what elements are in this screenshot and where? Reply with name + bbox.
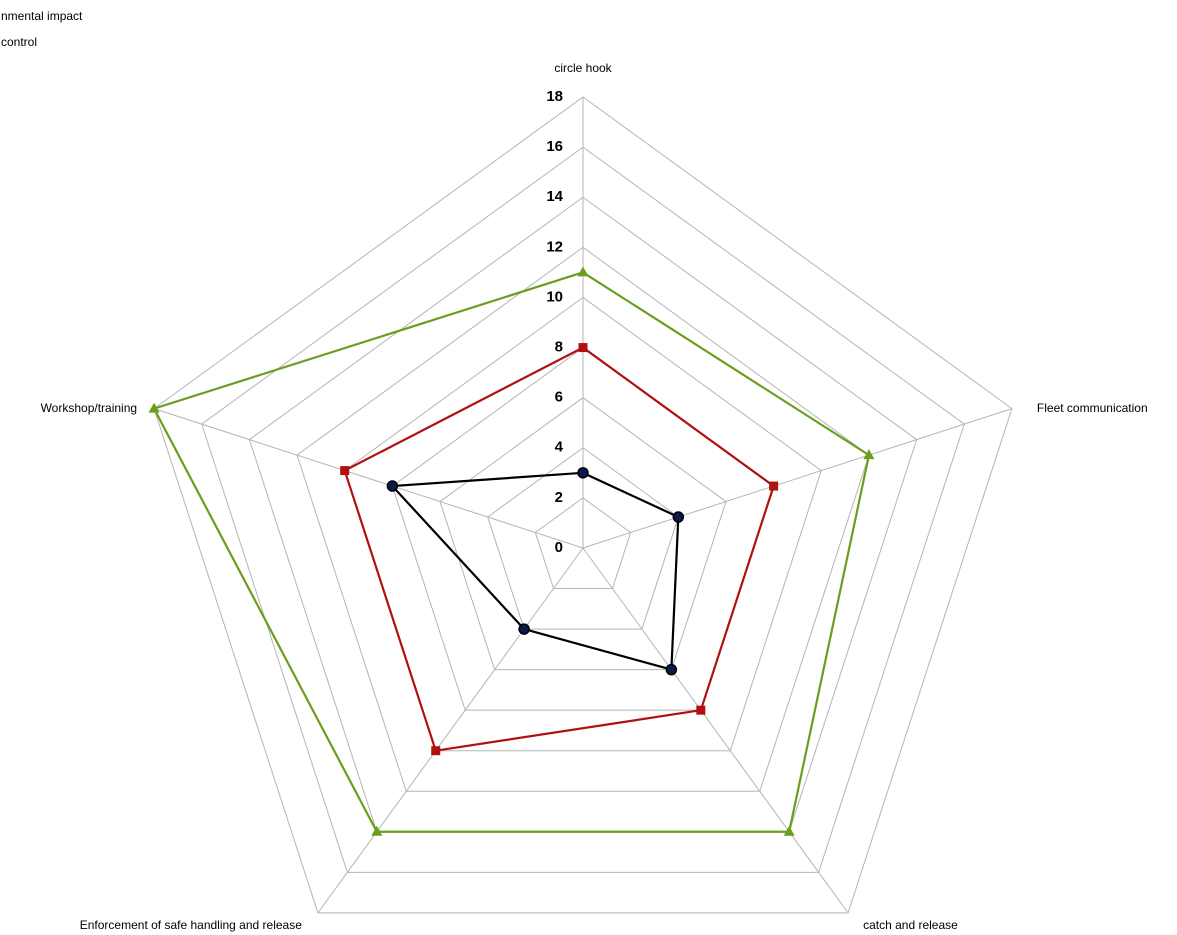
marker — [577, 266, 589, 277]
grid-line — [344, 296, 822, 752]
series-line — [343, 346, 775, 752]
category-label: Enforcement of safe handling and release — [80, 918, 302, 932]
marker — [371, 825, 383, 836]
marker — [518, 623, 530, 635]
grid-line — [153, 96, 1013, 914]
y-tick-label: 16 — [546, 138, 563, 155]
axis-spoke — [153, 408, 584, 549]
grid-line — [296, 246, 870, 792]
axis-spoke — [317, 547, 584, 914]
grid-line — [534, 497, 632, 590]
grid-line — [439, 397, 727, 671]
y-tick-label: 2 — [555, 489, 563, 506]
y-tick-label: 18 — [546, 88, 563, 105]
y-tick-label: 14 — [546, 188, 563, 205]
marker — [148, 402, 160, 413]
marker — [769, 481, 779, 491]
category-label: circle hook — [554, 61, 612, 75]
grid-line — [201, 146, 965, 873]
marker — [577, 467, 589, 479]
y-tick-label: 8 — [555, 339, 563, 356]
category-label: catch and release — [863, 918, 958, 932]
y-tick-label: 12 — [546, 238, 563, 255]
y-tick-label: 4 — [555, 439, 564, 456]
marker — [578, 343, 588, 353]
y-tick-label: 0 — [555, 539, 563, 556]
y-tick-label: 10 — [546, 288, 563, 305]
marker — [386, 480, 399, 492]
grid-line — [487, 447, 679, 630]
marker — [783, 825, 795, 836]
axis-spoke — [582, 547, 849, 914]
marker — [340, 466, 350, 476]
y-tick-label: 6 — [555, 389, 563, 406]
legend-label: control — [1, 35, 37, 49]
marker — [863, 449, 875, 460]
category-label: Workshop/training — [41, 401, 138, 415]
series-line — [152, 271, 871, 833]
category-label: Fleet communication — [1037, 401, 1148, 415]
legend-label: nmental impact — [1, 9, 83, 23]
marker — [672, 511, 685, 523]
series-line — [390, 471, 680, 672]
marker — [431, 746, 441, 756]
marker — [696, 705, 706, 715]
axis-spoke — [582, 408, 1013, 549]
marker — [665, 663, 678, 676]
